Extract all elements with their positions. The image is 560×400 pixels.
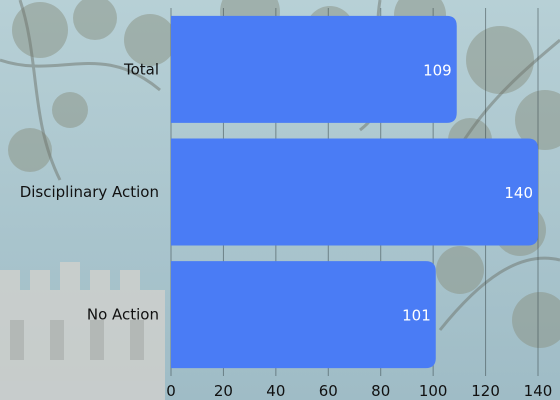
x-tick-label: 80	[371, 382, 390, 400]
category-labels: Total Disciplinary Action No Action	[20, 60, 159, 323]
x-tick-label: 140	[524, 382, 553, 400]
x-tick-label: 120	[471, 382, 500, 400]
x-tick-label: 60	[319, 382, 338, 400]
x-axis-ticks: 0 20 40 60 80 100 120 140	[166, 382, 552, 400]
bar-disciplinary-action	[171, 138, 538, 246]
value-label: 140	[504, 184, 533, 202]
x-tick-label: 0	[166, 382, 176, 400]
value-label: 109	[423, 61, 452, 79]
value-label: 101	[402, 307, 431, 325]
x-tick-label: 100	[419, 382, 448, 400]
category-label: Total	[123, 60, 159, 78]
x-tick-label: 20	[214, 382, 233, 400]
bar-no-action	[171, 261, 436, 369]
x-tick-label: 40	[266, 382, 285, 400]
value-labels: 109 140 101	[402, 61, 533, 324]
bar-total	[171, 15, 457, 123]
category-label: No Action	[87, 306, 159, 324]
bars	[171, 15, 538, 369]
category-label: Disciplinary Action	[20, 183, 159, 201]
